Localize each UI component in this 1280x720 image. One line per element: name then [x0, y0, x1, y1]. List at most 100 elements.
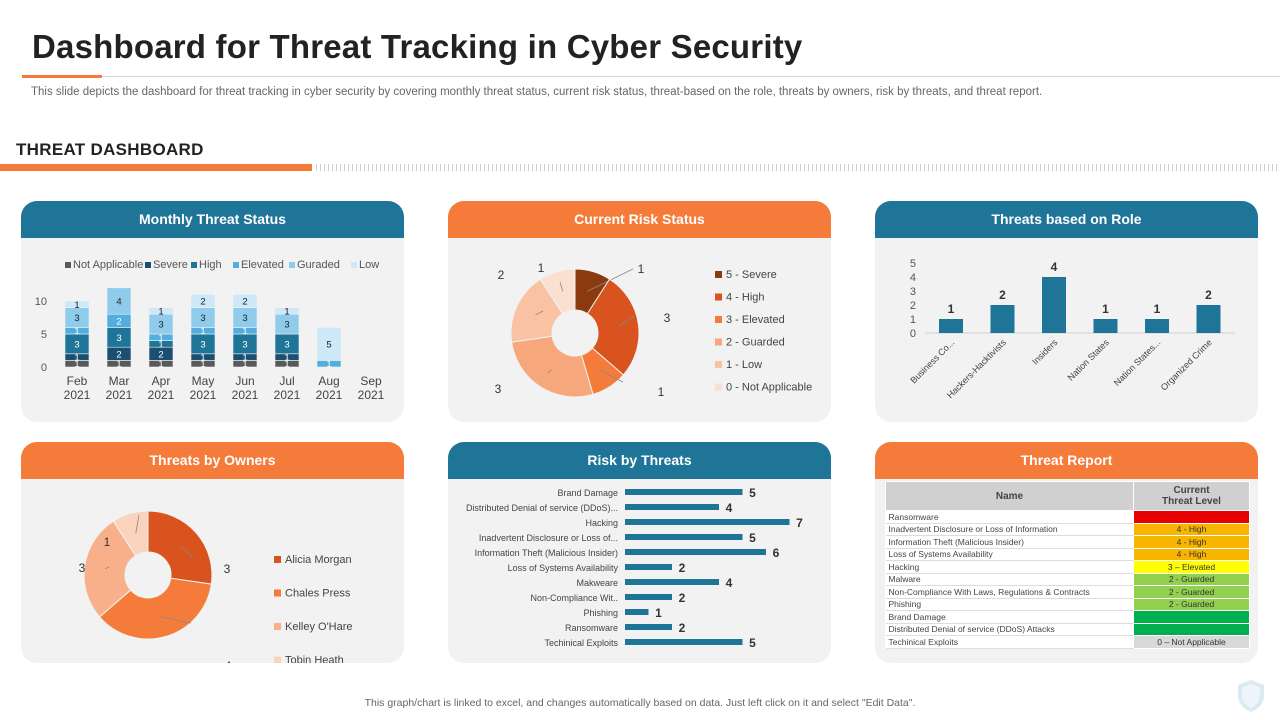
- data-label: 4: [726, 501, 733, 515]
- bar: [1196, 305, 1221, 333]
- legend-label: 3 - Elevated: [726, 314, 785, 326]
- page-subtitle: This slide depicts the dashboard for thr…: [31, 86, 1043, 98]
- bar: [625, 609, 649, 615]
- data-label: 1: [74, 359, 79, 370]
- footer-note: This graph/chart is linked to excel, and…: [364, 697, 916, 709]
- risk-threats-card: Risk by Threats Brand Damage 5 Distributed…: [448, 442, 831, 663]
- x-tick-label: Hackers-Hacktivists: [945, 337, 1008, 400]
- table-row: Phishing 2 - Guarded: [885, 597, 1250, 611]
- y-tick-label: Makweare: [576, 578, 618, 588]
- pie-slice: [98, 577, 212, 640]
- data-label: 2: [158, 349, 163, 360]
- table-row: Ransomware 5 - Severe: [885, 510, 1250, 524]
- threat-level-cell: 4 - High: [1133, 535, 1250, 549]
- data-label: 1: [158, 359, 163, 370]
- data-label: 3: [284, 339, 289, 350]
- data-label: 1: [104, 535, 111, 549]
- legend-swatch: [233, 262, 239, 268]
- table-row: Hacking 3 – Elevated: [885, 560, 1250, 574]
- legend-swatch: [274, 556, 281, 563]
- data-label: 2: [242, 297, 247, 308]
- legend-swatch: [715, 383, 722, 391]
- current-risk-card: Current Risk Status 1 3 1 3 2 1 5 - Severe 4 - …: [448, 201, 831, 422]
- monthly-threat-chart[interactable]: Not Applicable Severe High Elevated Guraded L…: [21, 238, 404, 422]
- data-label: 4: [726, 576, 733, 590]
- y-tick-label: 1: [910, 314, 916, 326]
- bar: [625, 639, 743, 645]
- data-label: 2: [999, 288, 1006, 302]
- threats-owners-chart[interactable]: 3 4 3 1 Alicia Morgan Chales Press Kelley O'Ha…: [21, 479, 404, 663]
- threat-level-cell: 1 - Low: [1133, 610, 1250, 624]
- bar: [625, 594, 672, 600]
- data-label: 4: [116, 297, 121, 308]
- pie-slice: [511, 335, 594, 398]
- legend-swatch: [715, 271, 722, 278]
- x-tick-label: Aug: [318, 374, 339, 388]
- current-risk-chart[interactable]: 1 3 1 3 2 1 5 - Severe 4 - High 3 - Elevated 2 - …: [448, 238, 831, 422]
- data-label: 2: [1205, 288, 1212, 302]
- data-label: 3: [158, 320, 163, 331]
- column-header-line: Threat Level: [1162, 496, 1221, 507]
- data-label: 3: [284, 320, 289, 331]
- y-tick-label: 3: [910, 286, 916, 298]
- column-header-name: Name: [885, 481, 1134, 511]
- threat-name-cell: Ransomware: [885, 510, 1134, 524]
- data-label: 1: [655, 606, 662, 620]
- x-tick-label: Feb: [67, 374, 88, 388]
- page-title: Dashboard for Threat Tracking in Cyber S…: [32, 28, 803, 65]
- data-label: 2: [498, 268, 505, 282]
- data-label: 1: [284, 353, 289, 364]
- pie-slice: [112, 510, 149, 557]
- data-label: 2: [679, 591, 686, 605]
- legend-label: Alicia Morgan: [285, 554, 352, 566]
- legend-swatch: [65, 262, 71, 268]
- pie-slice: [83, 520, 137, 618]
- data-label: 1: [284, 306, 289, 317]
- data-label: 1: [200, 326, 205, 337]
- data-label: 5: [749, 636, 756, 650]
- x-tick-label: Nation States: [1066, 337, 1112, 383]
- data-label: 3: [200, 339, 205, 350]
- legend-label: Guraded: [297, 259, 340, 271]
- title-divider: [22, 76, 1280, 77]
- legend-label: 5 - Severe: [726, 269, 777, 281]
- x-tick-label: 2021: [190, 388, 217, 402]
- threat-name-cell: Phishing: [885, 598, 1134, 611]
- data-label: 1: [116, 359, 121, 370]
- report-rows: Ransomware 5 - Severe Inadvertent Disclosu…: [885, 510, 1250, 649]
- legend-swatch: [191, 262, 197, 268]
- y-tick-label: Techinical Exploits: [544, 638, 618, 648]
- y-tick-label: 0: [910, 328, 916, 340]
- bar-segment: [316, 327, 342, 361]
- bar: [939, 319, 963, 333]
- x-tick-label: Business Co...: [908, 337, 956, 385]
- legend-swatch: [351, 262, 357, 268]
- legend-swatch: [715, 293, 722, 301]
- data-label: 1: [948, 302, 955, 316]
- legend-swatch: [274, 589, 281, 597]
- shield-icon: [1238, 680, 1264, 712]
- section-title: THREAT DASHBOARD: [16, 140, 204, 159]
- threat-level-cell: 3 – Elevated: [1133, 560, 1250, 574]
- data-label: 1: [74, 300, 79, 311]
- threat-name-cell: Distributed Denial of service (DDoS) Att…: [885, 623, 1134, 636]
- table-row: Information Theft (Malicious Insider) 4 -…: [885, 535, 1250, 549]
- data-label: 3: [242, 313, 247, 324]
- x-tick-label: 2021: [106, 388, 133, 402]
- threats-role-chart[interactable]: 0 1 2 3 4 5 1 Business Co... 2 Hackers-Hacktivist…: [875, 238, 1258, 422]
- data-label: 1: [638, 262, 645, 276]
- y-tick-label: 5: [41, 329, 47, 341]
- y-tick-label: 5: [910, 258, 916, 270]
- legend-label: Elevated: [241, 259, 284, 271]
- threat-name-cell: Techinical Exploits: [885, 635, 1134, 649]
- leader-line: [547, 369, 552, 374]
- y-tick-label: 2: [910, 300, 916, 312]
- data-label: 1: [74, 353, 79, 364]
- x-tick-label: Mar: [109, 374, 130, 388]
- table-row: Inadvertent Disclosure or Loss of Inform…: [885, 522, 1250, 536]
- leader-line: [559, 281, 564, 292]
- data-label: 2: [679, 561, 686, 575]
- risk-threats-chart[interactable]: Brand Damage 5 Distributed Denial of servi…: [448, 479, 831, 663]
- bar-segment: [64, 300, 90, 308]
- data-label: 2: [200, 297, 205, 308]
